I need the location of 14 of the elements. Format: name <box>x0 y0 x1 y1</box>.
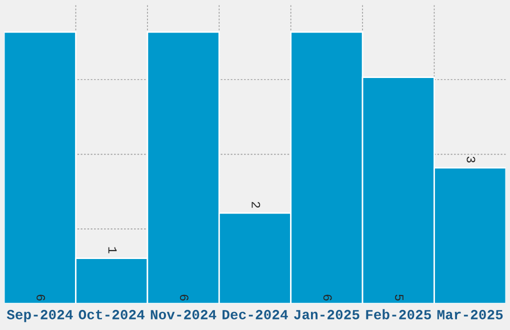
x-tick-label: Dec-2024 <box>222 310 288 320</box>
data-label: 6 <box>323 294 332 301</box>
x-tick-label: Jan-2025 <box>294 310 360 320</box>
x-tick-label: Mar-2025 <box>437 310 503 320</box>
x-tick-label: Nov-2024 <box>150 310 216 320</box>
x-tick-label: Oct-2024 <box>78 310 145 320</box>
data-label: 3 <box>466 156 476 163</box>
data-label: 2 <box>252 202 260 208</box>
data-label: 6 <box>36 294 46 301</box>
x-tick-label: Feb-2025 <box>366 309 431 320</box>
data-label: 5 <box>395 294 404 301</box>
data-label: 6 <box>180 294 188 301</box>
data-label: 1 <box>108 247 117 254</box>
x-tick-label: Sep-2024 <box>6 310 73 322</box>
